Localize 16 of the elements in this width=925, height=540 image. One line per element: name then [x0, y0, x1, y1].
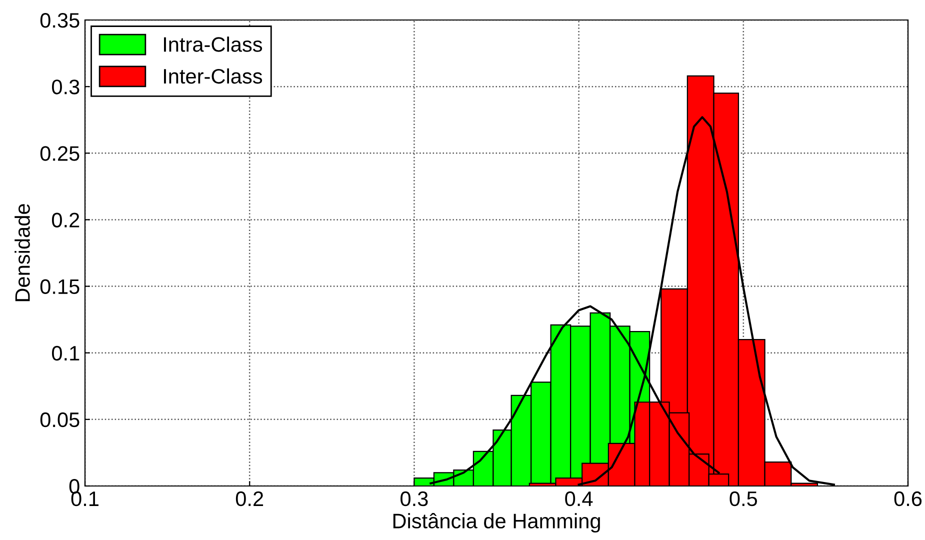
x-axis-title: Distância de Hamming: [393, 513, 600, 533]
x-tick-label: 0.5: [730, 491, 758, 506]
x-tick-label: 0.4: [565, 491, 593, 506]
y-axis-title: Densidade: [14, 204, 30, 302]
legend-label: Inter-Class: [164, 68, 262, 84]
x-tick-label: 0.2: [236, 491, 264, 506]
y-tick-label: 0.05: [40, 412, 80, 428]
x-tick-label: 0.3: [400, 491, 428, 506]
x-tick-label: 0.6: [894, 491, 922, 506]
legend-label: Intra-Class: [164, 36, 262, 52]
y-tick-label: 0.35: [40, 13, 80, 28]
y-tick-label: 0.3: [52, 80, 80, 94]
y-tick-label: 0.2: [52, 212, 80, 228]
y-tick-label: 0.1: [52, 346, 80, 361]
y-tick-label: 0.15: [40, 279, 80, 294]
y-tick-label: 0.25: [40, 146, 80, 161]
